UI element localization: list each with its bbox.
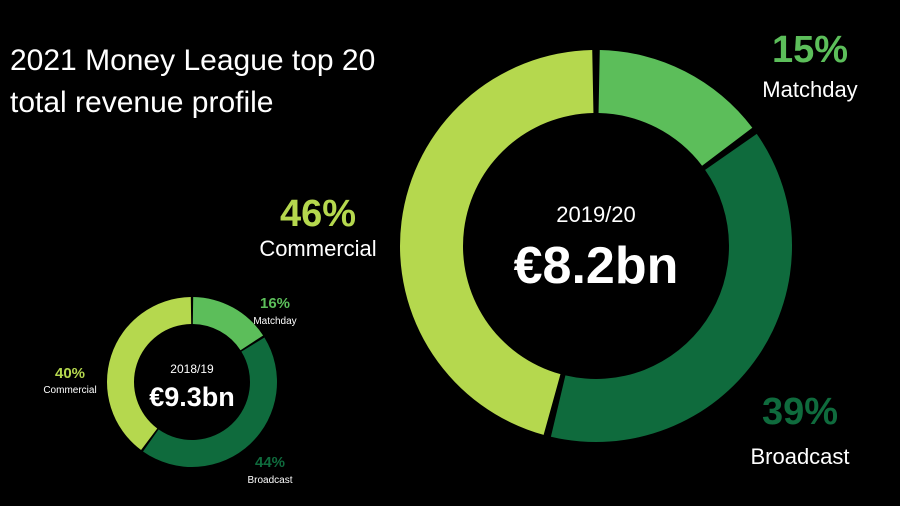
donut-slice-commercial xyxy=(399,50,594,435)
slice-percent-broadcast: 44% xyxy=(255,454,285,471)
season-label: 2019/20 xyxy=(556,202,636,227)
slice-percent-matchday: 16% xyxy=(260,295,290,312)
donut-chart-2019-20: 2019/20 €8.2bn 15% Matchday 39% Broadcast 46%C… xyxy=(259,29,857,469)
slice-name-commercial: Commercial xyxy=(43,385,96,396)
season-label: 2018/19 xyxy=(170,362,214,376)
donut-slice-broadcast xyxy=(143,337,278,468)
slice-percent-broadcast: 39% xyxy=(762,391,838,433)
total-revenue-label: €8.2bn xyxy=(514,237,679,295)
slice-percent-commercial: 40% xyxy=(55,365,85,382)
total-revenue-label: €9.3bn xyxy=(149,382,235,412)
slice-name-broadcast: Broadcast xyxy=(750,444,849,469)
slice-name-matchday: Matchday xyxy=(762,77,857,102)
chart-title-line-2: total revenue profile xyxy=(10,86,274,119)
donut-slice-matchday xyxy=(192,297,264,351)
donut-slice-broadcast xyxy=(550,133,792,442)
donut-chart-2018-19: 2018/19 €9.3bn 16% Matchday 44% Broadcast 40% C… xyxy=(43,295,296,486)
slice-name-matchday: Matchday xyxy=(253,316,296,327)
donut-slice-commercial xyxy=(106,297,192,451)
slice-percent-matchday: 15% xyxy=(772,29,848,71)
donut-slice-matchday xyxy=(598,50,753,166)
chart-title-line-1: 2021 Money League top 20 xyxy=(10,44,376,77)
slice-name-broadcast: Broadcast xyxy=(247,475,292,486)
slice-name-commercial: Commercial xyxy=(259,236,376,261)
slice-percent-commercial: 46% xyxy=(280,193,356,235)
chart-title: 2021 Money League top 20 total revenue p… xyxy=(10,40,375,124)
